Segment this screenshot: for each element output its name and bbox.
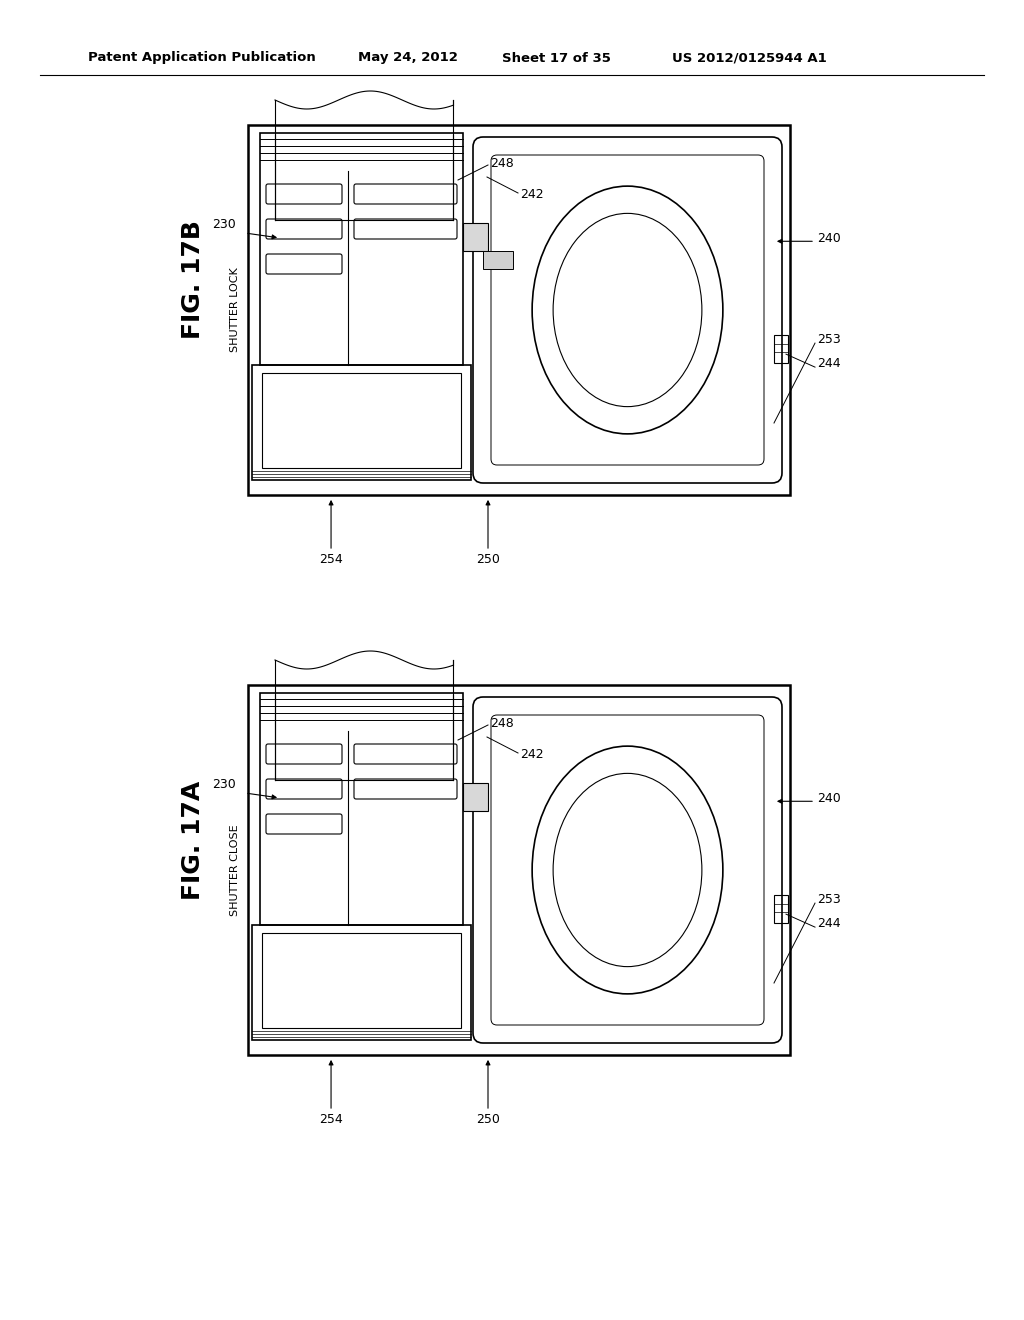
Text: 248: 248 <box>490 157 514 170</box>
Text: FIG. 17A: FIG. 17A <box>181 780 205 900</box>
Text: Sheet 17 of 35: Sheet 17 of 35 <box>502 51 611 65</box>
Text: SHUTTER CLOSE: SHUTTER CLOSE <box>230 824 240 916</box>
Bar <box>252 366 471 480</box>
Text: 248: 248 <box>490 717 514 730</box>
Text: 240: 240 <box>817 232 841 244</box>
Text: FIG. 17B: FIG. 17B <box>181 220 205 339</box>
Text: Patent Application Publication: Patent Application Publication <box>88 51 315 65</box>
Bar <box>252 925 471 1040</box>
Text: 230: 230 <box>212 219 236 231</box>
Text: 254: 254 <box>319 1113 343 1126</box>
Text: US 2012/0125944 A1: US 2012/0125944 A1 <box>672 51 826 65</box>
Bar <box>463 783 488 810</box>
Text: 250: 250 <box>476 553 500 566</box>
Text: 242: 242 <box>520 187 544 201</box>
Text: 242: 242 <box>520 748 544 762</box>
Bar <box>262 374 461 469</box>
Text: 244: 244 <box>817 916 841 929</box>
Bar <box>260 133 463 366</box>
Text: 240: 240 <box>817 792 841 805</box>
Text: SHUTTER LOCK: SHUTTER LOCK <box>230 268 240 352</box>
Bar <box>483 251 513 269</box>
Bar <box>260 693 463 925</box>
Bar <box>774 895 788 923</box>
Text: 230: 230 <box>212 779 236 792</box>
Bar <box>248 125 790 495</box>
Text: 244: 244 <box>817 356 841 370</box>
Text: 250: 250 <box>476 1113 500 1126</box>
Text: May 24, 2012: May 24, 2012 <box>358 51 458 65</box>
Text: 253: 253 <box>817 892 841 906</box>
Bar <box>248 685 790 1055</box>
Bar <box>262 933 461 1028</box>
Bar <box>463 223 488 251</box>
Text: 254: 254 <box>319 553 343 566</box>
Text: 253: 253 <box>817 333 841 346</box>
Bar <box>774 335 788 363</box>
